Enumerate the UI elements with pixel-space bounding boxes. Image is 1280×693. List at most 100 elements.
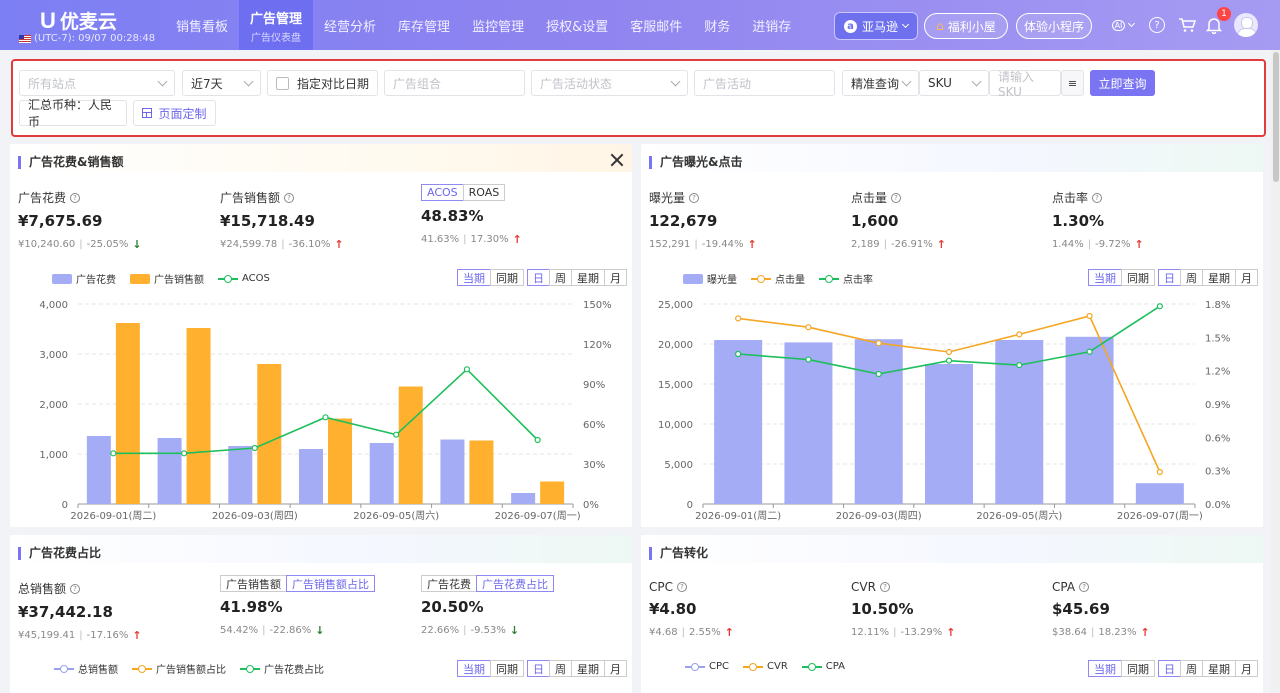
- help-icon[interactable]: ?: [1079, 582, 1090, 592]
- ad-group-select[interactable]: 广告组合: [384, 70, 525, 96]
- granularity-option[interactable]: 星期: [571, 269, 605, 286]
- point-点击率[interactable]: [945, 357, 953, 364]
- legend-item[interactable]: 广告花费: [52, 271, 116, 286]
- granularity-option[interactable]: 周: [549, 660, 572, 677]
- bar-广告花费[interactable]: [369, 443, 394, 504]
- point-ACOS[interactable]: [393, 431, 400, 438]
- point-点击率[interactable]: [875, 370, 882, 378]
- granularity-option[interactable]: 月: [1235, 660, 1258, 677]
- logo[interactable]: U 优麦云: [40, 7, 117, 34]
- point-点击率[interactable]: [1086, 348, 1093, 355]
- point-点击量[interactable]: [735, 315, 742, 322]
- bar-曝光量[interactable]: [784, 342, 833, 504]
- granularity-option[interactable]: 日: [527, 269, 550, 286]
- nav-item[interactable]: 经营分析: [313, 0, 387, 50]
- metric-toggle-option[interactable]: 广告销售额: [220, 575, 287, 592]
- query-button[interactable]: 立即查询: [1090, 70, 1155, 96]
- point-点击率[interactable]: [1016, 362, 1023, 369]
- help-icon[interactable]: ?: [284, 192, 295, 203]
- metric-toggle-option[interactable]: ROAS: [462, 184, 506, 201]
- period-option[interactable]: 当期: [457, 269, 491, 286]
- metric-toggle-option[interactable]: 广告花费: [421, 575, 477, 592]
- mini-program-button[interactable]: 体验小程序: [1016, 13, 1092, 39]
- legend-item[interactable]: 广告销售额: [130, 271, 204, 286]
- scrollbar-thumb[interactable]: [1273, 52, 1279, 182]
- welfare-button[interactable]: ⌂ 福利小屋: [924, 13, 1008, 39]
- point-点击率[interactable]: [735, 350, 742, 358]
- metric-toggle-option[interactable]: 广告花费占比: [476, 575, 554, 592]
- nav-item[interactable]: 广告管理 广告仪表盘: [239, 0, 314, 50]
- marketplace-selector[interactable]: a 亚马逊: [834, 12, 918, 40]
- sku-type-select[interactable]: SKU: [919, 70, 989, 96]
- point-点击量[interactable]: [1156, 468, 1163, 476]
- help-icon[interactable]: ?: [70, 583, 81, 594]
- nav-item[interactable]: 库存管理: [387, 0, 461, 50]
- bar-广告花费[interactable]: [228, 446, 253, 504]
- bar-广告花费[interactable]: [86, 436, 111, 504]
- metric-toggle-option[interactable]: ACOS: [421, 184, 464, 201]
- bar-广告销售额[interactable]: [186, 328, 211, 504]
- legend-item[interactable]: 点击量: [751, 271, 805, 286]
- site-select[interactable]: 所有站点: [19, 70, 175, 96]
- period-option[interactable]: 同期: [490, 660, 524, 677]
- bar-曝光量[interactable]: [1135, 483, 1184, 504]
- legend-item[interactable]: 点击率: [819, 271, 873, 286]
- granularity-option[interactable]: 月: [604, 269, 627, 286]
- legend-item[interactable]: 广告销售额占比: [132, 661, 226, 676]
- legend-item[interactable]: 曝光量: [683, 271, 737, 286]
- bar-广告花费[interactable]: [157, 438, 182, 504]
- bar-广告花费[interactable]: [440, 439, 465, 505]
- help-icon[interactable]: ?: [1092, 192, 1103, 203]
- point-ACOS[interactable]: [463, 366, 471, 373]
- point-ACOS[interactable]: [534, 436, 541, 444]
- bar-广告销售额[interactable]: [469, 440, 494, 505]
- date-range-select[interactable]: 近7天: [182, 70, 261, 96]
- nav-item[interactable]: 监控管理: [461, 0, 535, 50]
- period-option[interactable]: 当期: [1088, 269, 1122, 286]
- point-ACOS[interactable]: [180, 450, 188, 457]
- legend-item[interactable]: CVR: [743, 661, 788, 672]
- granularity-option[interactable]: 周: [549, 269, 572, 286]
- match-mode-select[interactable]: 精准查询: [842, 70, 919, 96]
- point-点击量[interactable]: [875, 340, 882, 347]
- period-option[interactable]: 同期: [490, 269, 524, 286]
- bar-曝光量[interactable]: [925, 364, 973, 504]
- granularity-option[interactable]: 周: [1180, 269, 1203, 286]
- granularity-option[interactable]: 日: [1158, 660, 1181, 677]
- campaign-status-select[interactable]: 广告活动状态: [531, 70, 688, 96]
- legend-item[interactable]: CPA: [801, 661, 845, 672]
- point-ACOS[interactable]: [110, 450, 117, 457]
- nav-item[interactable]: 财务: [693, 0, 741, 50]
- granularity-option[interactable]: 月: [604, 660, 627, 677]
- help-icon[interactable]: ?: [891, 192, 902, 203]
- customize-page-button[interactable]: 页面定制: [133, 100, 216, 126]
- legend-item[interactable]: 总销售额: [54, 661, 118, 676]
- point-点击量[interactable]: [945, 348, 953, 356]
- currency-select[interactable]: 汇总币种：人民币: [19, 98, 127, 129]
- period-option[interactable]: 当期: [457, 660, 491, 677]
- nav-item[interactable]: 进销存: [741, 0, 802, 50]
- bar-曝光量[interactable]: [1065, 336, 1114, 504]
- ai-assistant-button[interactable]: AI: [1108, 15, 1138, 35]
- point-ACOS[interactable]: [322, 414, 329, 421]
- batch-input-button[interactable]: ≡: [1061, 70, 1084, 96]
- help-icon[interactable]: ?: [689, 192, 700, 203]
- metric-toggle-option[interactable]: 广告销售额占比: [286, 575, 375, 592]
- point-点击量[interactable]: [1086, 312, 1093, 320]
- bar-广告销售额[interactable]: [398, 386, 423, 505]
- legend-item[interactable]: 广告花费占比: [240, 661, 324, 676]
- avatar[interactable]: [1234, 13, 1258, 37]
- granularity-option[interactable]: 日: [527, 660, 550, 677]
- granularity-option[interactable]: 星期: [1202, 660, 1236, 677]
- granularity-option[interactable]: 周: [1180, 660, 1203, 677]
- nav-item[interactable]: 客服邮件: [619, 0, 693, 50]
- bar-广告花费[interactable]: [299, 449, 323, 504]
- period-option[interactable]: 同期: [1121, 269, 1155, 286]
- compare-date-checkbox[interactable]: 指定对比日期: [267, 70, 378, 96]
- bar-广告销售额[interactable]: [257, 364, 282, 504]
- help-icon[interactable]: ?: [677, 582, 687, 592]
- point-点击量[interactable]: [1016, 331, 1023, 338]
- bar-曝光量[interactable]: [854, 339, 903, 504]
- help-icon[interactable]: ?: [879, 582, 890, 592]
- sku-input[interactable]: 请输入SKU: [989, 70, 1061, 99]
